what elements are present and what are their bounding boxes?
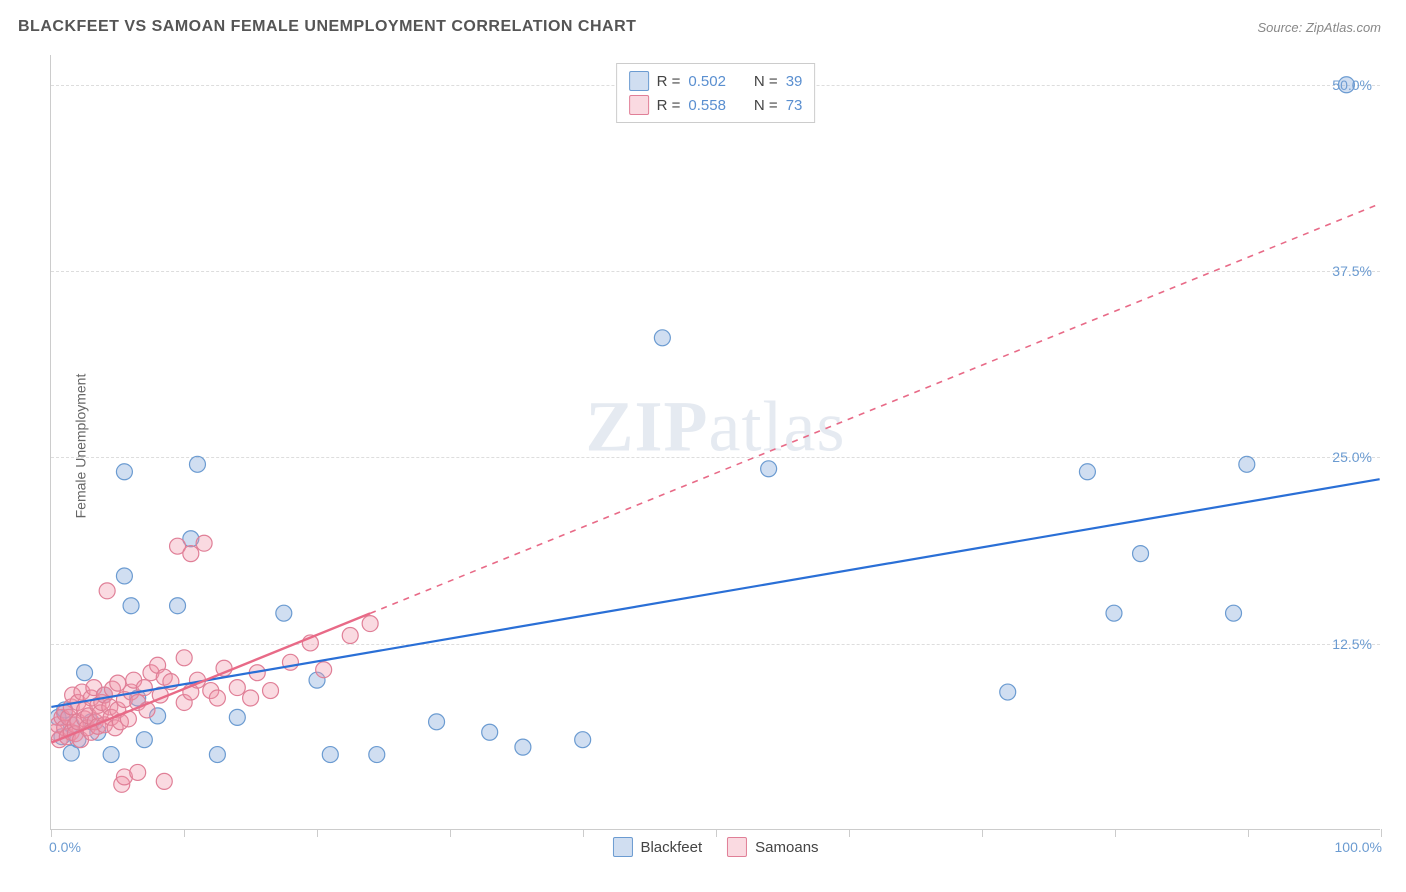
legend-row: R = 0.502 N = 39 [629,69,803,93]
scatter-point [170,598,186,614]
scatter-point [189,456,205,472]
scatter-point [515,739,531,755]
trend-line [51,479,1379,707]
x-tick [1115,829,1116,837]
scatter-point [130,764,146,780]
scatter-point [99,583,115,599]
chart-title: BLACKFEET VS SAMOAN FEMALE UNEMPLOYMENT … [18,18,636,36]
legend-item-label: Samoans [755,839,818,856]
x-tick [317,829,318,837]
scatter-point [654,330,670,346]
scatter-point [136,732,152,748]
scatter-point [123,598,139,614]
scatter-point [116,568,132,584]
scatter-point [429,714,445,730]
scatter-point [263,683,279,699]
x-tick [184,829,185,837]
legend-correlation: R = 0.502 N = 39 R = 0.558 N = 73 [616,63,816,123]
legend-swatch-icon [612,837,632,857]
scatter-point [276,605,292,621]
scatter-point [209,690,225,706]
legend-row: R = 0.558 N = 73 [629,93,803,117]
trend-line-dashed [370,204,1379,614]
scatter-point [1226,605,1242,621]
legend-swatch-icon [727,837,747,857]
legend-r-value: 0.502 [688,73,726,90]
scatter-point [1133,546,1149,562]
scatter-point [77,665,93,681]
scatter-plot [51,55,1380,829]
scatter-point [156,773,172,789]
chart-source: Source: ZipAtlas.com [1257,20,1381,35]
scatter-point [229,709,245,725]
legend-n-value: 39 [786,73,803,90]
legend-swatch-icon [629,95,649,115]
x-min-label: 0.0% [49,839,81,855]
legend-r-label: R = [657,73,681,90]
scatter-point [136,680,152,696]
legend-n-value: 73 [786,97,803,114]
x-tick [450,829,451,837]
x-tick [1248,829,1249,837]
legend-r-label: R = [657,97,681,114]
legend-item: Samoans [727,837,818,857]
legend-r-value: 0.558 [688,97,726,114]
scatter-point [761,461,777,477]
legend-series: Blackfeet Samoans [612,837,818,857]
x-tick [51,829,52,837]
scatter-point [1079,464,1095,480]
x-tick [716,829,717,837]
scatter-point [176,650,192,666]
scatter-point [1239,456,1255,472]
scatter-point [229,680,245,696]
scatter-point [103,747,119,763]
scatter-point [1000,684,1016,700]
scatter-point [316,662,332,678]
scatter-point [209,747,225,763]
scatter-point [362,616,378,632]
x-tick [583,829,584,837]
scatter-point [196,535,212,551]
x-tick [849,829,850,837]
legend-item: Blackfeet [612,837,702,857]
plot-area: ZIPatlas R = 0.502 N = 39 R = 0.558 N = … [50,55,1380,830]
scatter-point [575,732,591,748]
scatter-point [342,628,358,644]
legend-n-label: N = [754,73,778,90]
legend-n-label: N = [754,97,778,114]
legend-item-label: Blackfeet [640,839,702,856]
legend-swatch-icon [629,71,649,91]
x-tick [982,829,983,837]
scatter-point [243,690,259,706]
scatter-point [322,747,338,763]
scatter-point [369,747,385,763]
chart-container: BLACKFEET VS SAMOAN FEMALE UNEMPLOYMENT … [0,0,1406,892]
x-max-label: 100.0% [1335,839,1382,855]
scatter-point [1106,605,1122,621]
scatter-point [116,464,132,480]
scatter-point [482,724,498,740]
scatter-point [183,546,199,562]
x-tick [1381,829,1382,837]
scatter-point [1338,77,1354,93]
